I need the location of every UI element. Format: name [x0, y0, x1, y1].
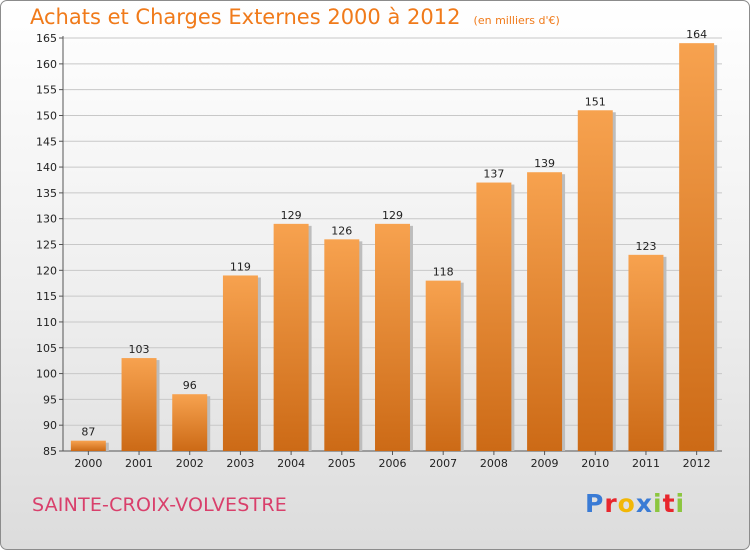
data-label: 87 [81, 426, 95, 439]
y-tick-label: 115 [36, 290, 57, 303]
x-tick-label: 2008 [480, 457, 508, 470]
y-tick-label: 140 [36, 161, 57, 174]
x-tick-label: 2002 [176, 457, 204, 470]
x-tick-label: 2012 [683, 457, 711, 470]
x-tick-label: 2011 [632, 457, 660, 470]
chart-unit: (en milliers d'€) [473, 14, 560, 27]
logo-letter: t [662, 489, 676, 518]
x-tick-label: 2010 [581, 457, 609, 470]
bar [222, 275, 258, 451]
data-label: 129 [382, 209, 403, 222]
y-tick-label: 145 [36, 135, 57, 148]
x-tick-label: 2009 [531, 457, 559, 470]
y-tick-label: 110 [36, 316, 57, 329]
logo-letter: x [635, 489, 653, 518]
bar [273, 223, 309, 451]
x-tick-label: 2001 [125, 457, 153, 470]
bar [577, 110, 613, 452]
proxiti-logo: Proxiti [585, 489, 685, 518]
data-label: 164 [686, 28, 707, 41]
y-tick-label: 165 [36, 32, 57, 45]
y-tick-label: 100 [36, 368, 57, 381]
data-label: 151 [585, 95, 606, 108]
bar [172, 394, 208, 451]
bar [476, 182, 512, 452]
bar [628, 254, 664, 451]
y-tick-label: 95 [43, 393, 57, 406]
logo-letter: i [675, 489, 686, 518]
x-tick-label: 2004 [277, 457, 305, 470]
bar [425, 280, 461, 451]
bar [375, 223, 410, 451]
bar [70, 440, 106, 451]
chart-title-block: Achats et Charges Externes 2000 à 2012 (… [30, 5, 560, 29]
chart-title: Achats et Charges Externes 2000 à 2012 [30, 5, 461, 29]
data-label: 137 [483, 168, 504, 181]
y-tick-label: 105 [36, 342, 57, 355]
commune-name: SAINTE-CROIX-VOLVESTRE [32, 494, 287, 516]
y-tick-label: 155 [36, 84, 57, 97]
bar [121, 358, 157, 451]
y-tick-label: 130 [36, 213, 57, 226]
y-tick-label: 150 [36, 109, 57, 122]
y-tick-label: 160 [36, 58, 57, 71]
x-tick-label: 2000 [74, 457, 102, 470]
x-tick-label: 2006 [379, 457, 407, 470]
bar [527, 172, 563, 451]
data-label: 126 [331, 224, 352, 237]
y-tick-label: 90 [43, 419, 57, 432]
data-label: 139 [534, 157, 555, 170]
data-label: 123 [635, 240, 656, 253]
data-label: 119 [230, 260, 251, 273]
y-tick-label: 85 [43, 445, 57, 458]
logo-letter: r [604, 489, 618, 518]
x-tick-label: 2003 [226, 457, 254, 470]
x-tick-label: 2005 [328, 457, 356, 470]
y-tick-label: 135 [36, 187, 57, 200]
data-label: 96 [183, 379, 197, 392]
logo-letter: P [585, 489, 605, 518]
y-tick-label: 125 [36, 239, 57, 252]
data-label: 118 [433, 266, 454, 279]
data-label: 103 [129, 343, 150, 356]
logo-letter: i [653, 489, 663, 518]
x-tick-label: 2007 [429, 457, 457, 470]
y-tick-label: 120 [36, 264, 57, 277]
logo-letter: o [617, 489, 636, 518]
bar [324, 239, 360, 451]
data-label: 129 [281, 209, 302, 222]
bar [679, 43, 715, 451]
